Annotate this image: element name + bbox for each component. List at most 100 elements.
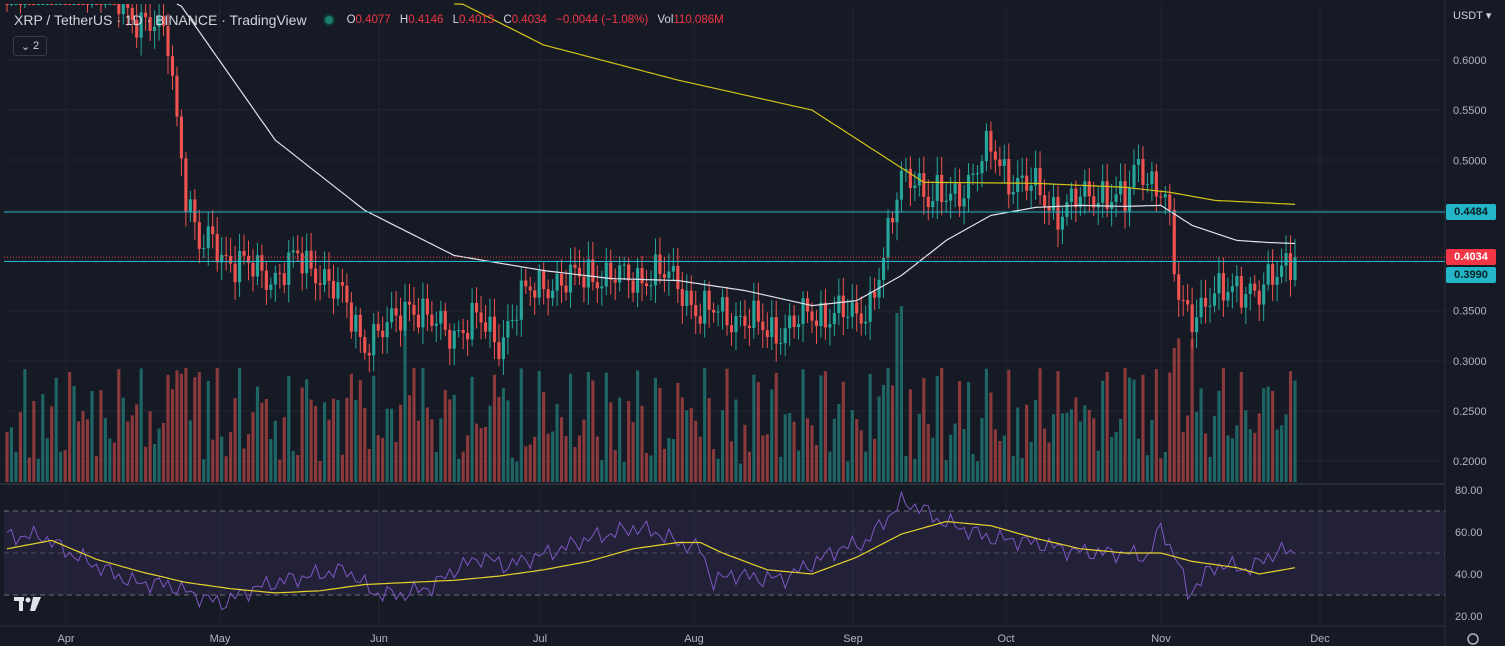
- volume-bar: [510, 457, 514, 482]
- candle-body: [94, 4, 99, 5]
- volume-bar: [260, 402, 264, 482]
- volume-bar: [931, 437, 935, 482]
- volume-bar: [573, 447, 577, 482]
- indicators-toggle-button[interactable]: ⌄ 2: [13, 36, 47, 56]
- candle-body: [483, 322, 488, 332]
- volume-bar: [148, 411, 152, 482]
- volume-bar: [993, 429, 997, 482]
- volume-bar: [685, 410, 689, 482]
- volume-bar: [108, 438, 112, 482]
- chevron-down-icon: ▾: [1485, 10, 1492, 22]
- rsi-axis-ticks: 80.00 60.00 40.00 20.00: [1455, 485, 1483, 623]
- volume-bar: [1253, 432, 1257, 482]
- volume-bar: [1087, 409, 1091, 482]
- candle-body: [1248, 283, 1252, 295]
- candle-body: [725, 297, 729, 326]
- candle-body: [112, 4, 116, 5]
- candle-body: [931, 201, 935, 208]
- candle-body: [797, 324, 801, 328]
- price-tick-label: 0.2000: [1453, 456, 1487, 468]
- candle-body: [542, 270, 546, 290]
- candle-body: [434, 323, 438, 326]
- volume-bar: [27, 457, 31, 482]
- candle-body: [461, 330, 465, 333]
- sma-slow-line: [454, 3, 1296, 205]
- volume-bar: [1074, 397, 1078, 482]
- volume-bar: [1203, 433, 1208, 482]
- candle-body: [519, 280, 523, 320]
- candle-body: [1042, 195, 1047, 207]
- time-tick-label: Apr: [57, 633, 74, 645]
- candle-body: [63, 4, 67, 5]
- volume-bar: [1275, 429, 1279, 482]
- candle-body: [170, 56, 175, 76]
- candle-body: [1163, 194, 1167, 198]
- volume-bar: [864, 451, 868, 482]
- volume-bar: [1239, 371, 1243, 482]
- volume-bar: [506, 400, 510, 482]
- candle-body: [564, 285, 568, 293]
- market-status-icon: [322, 14, 335, 26]
- candle-body: [890, 217, 895, 223]
- volume-bar: [412, 367, 416, 482]
- candle-body: [403, 301, 407, 331]
- volume-bar: [546, 433, 550, 482]
- volume-bar: [729, 441, 734, 482]
- volume-bar: [1163, 451, 1167, 482]
- currency-selector[interactable]: USDT ▾: [1453, 9, 1491, 22]
- candle-body: [211, 226, 215, 235]
- volume-bar: [466, 435, 470, 482]
- candle-body: [1275, 276, 1279, 285]
- candle-body: [1145, 184, 1149, 186]
- price-tick-label: 0.3500: [1453, 306, 1487, 318]
- volume-bar: [488, 405, 492, 482]
- volume-bar: [533, 436, 537, 482]
- candle-body: [1199, 297, 1203, 318]
- candle-body: [1029, 185, 1033, 191]
- volume-bar: [698, 436, 702, 482]
- candle-body: [197, 222, 201, 249]
- candle-body: [179, 116, 183, 159]
- candle-body: [416, 314, 421, 328]
- volume-bar: [5, 432, 9, 482]
- candle-body: [904, 168, 908, 171]
- candle-body: [439, 310, 443, 324]
- volume-bar: [135, 404, 139, 482]
- candle-body: [962, 198, 966, 207]
- candle-body: [546, 289, 550, 299]
- gear-icon[interactable]: [1467, 633, 1479, 645]
- volume-bar: [627, 400, 631, 482]
- volume-bar: [1056, 371, 1060, 482]
- volume-bar: [855, 419, 859, 482]
- volume-bar: [349, 373, 353, 482]
- candle-body: [770, 317, 774, 338]
- volume-bar: [430, 419, 434, 482]
- volume-bar: [188, 420, 192, 482]
- chevron-down-icon: ⌄: [20, 40, 31, 53]
- candle-body: [1212, 293, 1217, 306]
- candle-body: [488, 316, 492, 332]
- volume-bar: [139, 368, 143, 482]
- volume-bar: [1038, 368, 1042, 482]
- tradingview-logo[interactable]: [14, 594, 42, 614]
- volume-bar: [224, 456, 228, 482]
- volume-bar: [944, 460, 948, 482]
- price-tick-label: 0.5000: [1453, 155, 1487, 167]
- candle-body: [613, 279, 617, 283]
- volume-bar: [443, 390, 447, 482]
- candle-body: [1154, 171, 1158, 197]
- volume-bar: [1208, 456, 1212, 482]
- volume-bar: [1123, 368, 1127, 482]
- volume-bar: [32, 401, 36, 482]
- candle-body: [32, 4, 36, 5]
- volume-bar: [421, 368, 425, 482]
- volume-bar: [989, 392, 993, 482]
- candle-body: [640, 267, 644, 284]
- volume-bar: [59, 451, 63, 482]
- candle-body: [68, 4, 72, 5]
- candle-body: [993, 151, 997, 160]
- volume-bar: [618, 397, 622, 482]
- volume-bar: [229, 432, 233, 482]
- volume-bar: [1060, 413, 1065, 482]
